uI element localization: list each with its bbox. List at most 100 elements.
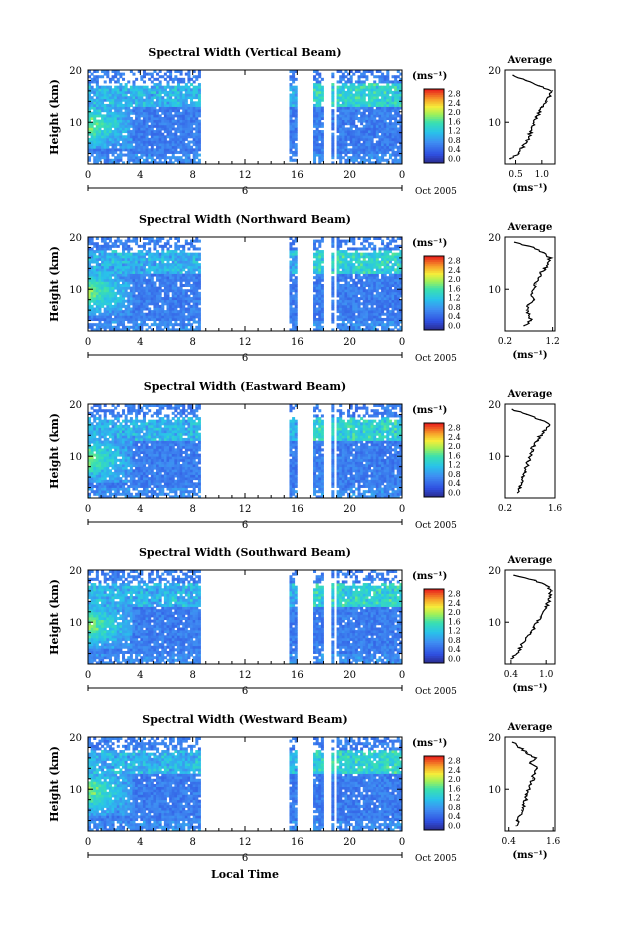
profile-y-tick-label: 10 (488, 452, 501, 463)
colorbar-swatch (424, 761, 444, 764)
profile-point (534, 757, 536, 759)
profile-point (519, 814, 521, 816)
colorbar-swatch (424, 150, 444, 153)
colorbar-swatch (424, 661, 444, 664)
colorbar: (ms⁻¹)2.82.42.01.61.20.80.40.0 (412, 571, 461, 664)
colorbar-swatch (424, 458, 444, 461)
colorbar-swatch (424, 787, 444, 790)
colorbar-swatch (424, 620, 444, 623)
colorbar-swatch (424, 296, 444, 299)
colorbar-swatch (424, 793, 444, 796)
colorbar-swatch (424, 317, 444, 320)
profile-frame (504, 69, 556, 165)
colorbar-swatch (424, 791, 444, 794)
colorbar-swatch (424, 763, 444, 766)
profile-point (530, 320, 532, 322)
x-tick-label: 16 (291, 504, 304, 515)
colorbar-swatch (424, 305, 444, 309)
colorbar-swatch (424, 638, 444, 642)
colorbar-swatch (424, 135, 444, 138)
profile-line (511, 408, 551, 494)
colorbar-swatch (424, 807, 444, 811)
colorbar-tick-label: 0.4 (448, 145, 461, 154)
heatmap-cells (88, 70, 403, 165)
x-tick-label: 12 (239, 837, 252, 848)
profile-x-tick-label: 0.2 (498, 504, 512, 514)
x-tick-label: 16 (291, 337, 304, 348)
colorbar-swatch (424, 648, 444, 651)
colorbar-tick-label: 0.8 (448, 303, 461, 312)
profile-point (509, 158, 511, 160)
colorbar-swatch (424, 495, 444, 498)
colorbar-swatch (424, 818, 444, 822)
colorbar-swatch (424, 107, 444, 110)
colorbar-swatch (424, 629, 444, 632)
colorbar-swatch (424, 820, 444, 823)
colorbar-tick-label: 0.0 (448, 154, 461, 163)
colorbar-swatch (424, 460, 444, 463)
colorbar-unit: (ms⁻¹) (412, 571, 447, 582)
colorbar-tick-label: 1.2 (448, 794, 461, 803)
x-tick-label: 8 (189, 170, 195, 181)
x-tick-label: 12 (239, 504, 252, 515)
date-label: Oct 2005 (415, 521, 457, 531)
profile-point (538, 85, 540, 87)
colorbar-swatch (424, 426, 444, 429)
x-tick-label: 0 (85, 337, 91, 348)
colorbar-swatch (424, 607, 444, 610)
x-tick-label: 20 (343, 337, 356, 348)
profile-point (551, 90, 554, 92)
profile-x-tick-label: 1.6 (548, 504, 563, 514)
profile-point (528, 304, 530, 306)
colorbar-swatch (424, 155, 444, 158)
colorbar-swatch (424, 291, 444, 294)
x-tick-label: 20 (343, 504, 356, 515)
colorbar-swatch (424, 611, 444, 614)
colorbar-swatch (424, 256, 444, 259)
colorbar-tick-label: 2.8 (448, 90, 461, 99)
colorbar-swatch (424, 640, 444, 644)
panel-title: Spectral Width (Southward Beam) (139, 546, 351, 559)
colorbar-tick-label: 2.4 (448, 266, 461, 275)
colorbar-swatch (424, 448, 444, 452)
profile-x-tick-label: 0.2 (498, 337, 512, 347)
y-tick-label: 10 (69, 118, 82, 129)
chart-panel-1: Spectral Width (Vertical Beam) 10 20 Height… (48, 46, 556, 197)
colorbar-swatch (424, 111, 444, 114)
profile-x-tick-label: 0.4 (502, 837, 517, 847)
colorbar-swatch (424, 304, 444, 307)
colorbar-swatch (424, 285, 444, 288)
profile-point (532, 778, 534, 780)
colorbar-swatch (424, 432, 444, 435)
profile-point (542, 611, 544, 613)
y-tick-label: 20 (69, 733, 82, 744)
x-tick-label: 0 (399, 670, 405, 681)
colorbar-swatch (424, 815, 444, 818)
profile-point (537, 278, 539, 280)
y-axis-label: Height (km) (48, 413, 61, 489)
profile-point (530, 293, 532, 295)
colorbar-swatch (424, 116, 444, 119)
colorbar-swatch (424, 138, 444, 142)
profile-y-tick-label: 20 (488, 566, 501, 577)
profile-title: Average (507, 389, 553, 400)
profile-point (525, 79, 527, 81)
colorbar-swatch (424, 105, 444, 108)
profile-line (512, 741, 538, 827)
colorbar-frame (423, 255, 445, 331)
profile-x-tick-label: 1.6 (546, 837, 561, 847)
colorbar-swatch (424, 428, 444, 431)
y-tick-label: 20 (69, 400, 82, 411)
profile-x-unit: (ms⁻¹) (512, 683, 547, 694)
colorbar-swatch (424, 480, 444, 483)
colorbar-swatch (424, 272, 444, 275)
colorbar-tick-label: 0.4 (448, 812, 461, 821)
colorbar-tick-label: 2.4 (448, 766, 461, 775)
colorbar-swatch (424, 131, 444, 134)
profile-point (542, 252, 544, 254)
profile-point (525, 309, 528, 311)
profile-y-tick-label: 10 (488, 118, 501, 129)
profile-point (521, 809, 523, 811)
colorbar-swatch (424, 280, 444, 283)
panel-title: Spectral Width (Westward Beam) (142, 713, 347, 726)
